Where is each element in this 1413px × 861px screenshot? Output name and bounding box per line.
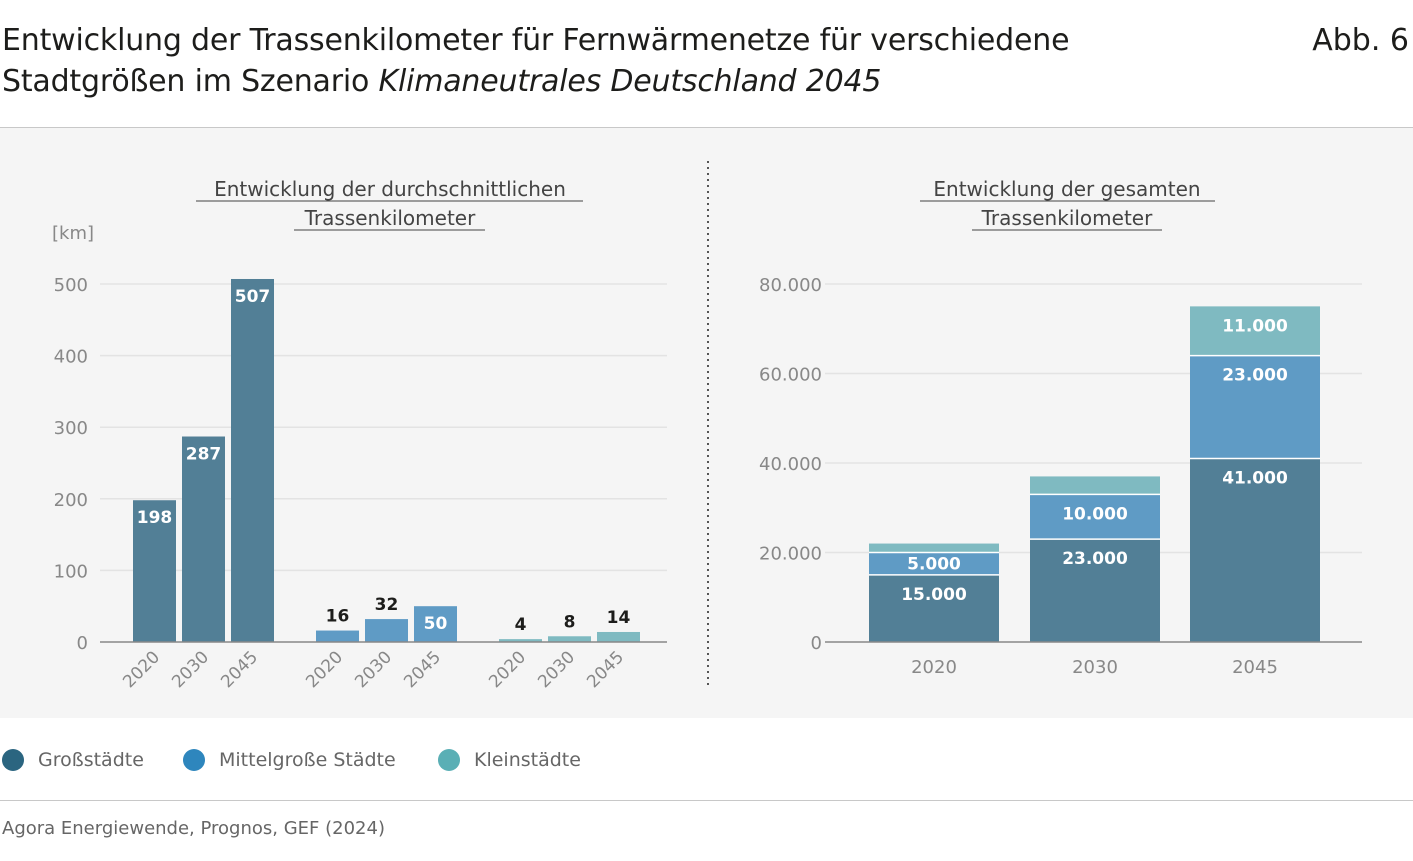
legend-label-grossstaedte: Großstädte xyxy=(38,749,144,771)
chart1-x-tick-label: 2020 xyxy=(485,647,530,692)
chart1-bar xyxy=(133,500,176,642)
chart1-bar xyxy=(499,639,542,642)
chart2-segment-value-label: 15.000 xyxy=(901,585,967,605)
chart1-bar-value-label: 287 xyxy=(186,445,222,465)
chart1-x-tick-label: 2030 xyxy=(168,647,213,692)
chart1-bar-value-label: 14 xyxy=(607,608,631,628)
title-line-2-italic: Klimaneutrales Deutschland 2045 xyxy=(378,64,882,99)
source-note: Agora Energiewende, Prognos, GEF (2024) xyxy=(2,818,385,839)
legend-dot-kleinstaedte xyxy=(438,749,460,771)
chart2-segment-value-label: 23.000 xyxy=(1062,549,1128,569)
chart2-segment-value-label: 23.000 xyxy=(1222,366,1288,386)
chart1-bar-value-label: 4 xyxy=(515,615,527,635)
chart1-x-tick-label: 2045 xyxy=(583,647,628,692)
chart1-bar-value-label: 32 xyxy=(375,595,399,615)
chart1-y-tick-label: 300 xyxy=(54,418,88,439)
chart2-bar-segment xyxy=(869,543,999,553)
chart2-segment-value-label: 41.000 xyxy=(1222,469,1288,489)
chart1-x-tick-label: 2030 xyxy=(534,647,579,692)
chart1-y-unit: [km] xyxy=(52,223,94,244)
header: Entwicklung der Trassenkilometer für Fer… xyxy=(0,0,1413,128)
chart1-bar-value-label: 198 xyxy=(137,508,173,528)
chart2-bar-segment xyxy=(1030,494,1160,540)
chart2-bar-segment xyxy=(1190,355,1320,459)
chart2-segment-value-label: 10.000 xyxy=(1062,504,1128,524)
legend-label-mittelgrosse: Mittelgroße Städte xyxy=(219,749,396,771)
chart2-x-tick-label: 2030 xyxy=(1072,657,1118,678)
chart2-title-line2: Trassenkilometer xyxy=(981,206,1153,230)
chart1-y-tick-label: 500 xyxy=(54,275,88,296)
title-line-1: Entwicklung der Trassenkilometer für Fer… xyxy=(2,23,1070,58)
chart1-bar-value-label: 507 xyxy=(235,287,271,307)
chart2-bar-segment xyxy=(1030,476,1160,495)
legend-item-grossstaedte: Großstädte xyxy=(2,740,144,780)
chart1-bar xyxy=(316,630,359,642)
legend: Großstädte Mittelgroße Städte Kleinstädt… xyxy=(0,740,1413,780)
chart1-title-line2: Trassenkilometer xyxy=(304,206,476,230)
chart2-y-tick-label: 0 xyxy=(811,633,822,654)
chart1-y-tick-label: 100 xyxy=(54,561,88,582)
chart1-y-tick-label: 0 xyxy=(77,633,88,654)
chart1-x-tick-label: 2030 xyxy=(351,647,396,692)
bottom-divider xyxy=(0,800,1413,801)
chart1-bar-value-label: 16 xyxy=(326,607,350,627)
chart1-bar xyxy=(365,619,408,642)
chart-panel: Entwicklung der durchschnittlichen Trasse… xyxy=(0,128,1413,718)
chart1-bar xyxy=(182,436,225,642)
chart1-bar xyxy=(231,278,274,642)
chart2-bar-segment xyxy=(1190,458,1320,642)
title-line-2: Stadtgrößen im Szenario Klimaneutrales D… xyxy=(2,61,1152,102)
chart1-bar-value-label: 8 xyxy=(564,612,576,632)
chart1-title-line1: Entwicklung der durchschnittlichen xyxy=(214,177,566,201)
top-divider xyxy=(0,127,1413,128)
figure-label: Abb. 6 xyxy=(1312,23,1409,58)
chart1-bar xyxy=(414,606,457,642)
chart1-bar-value-label: 50 xyxy=(424,614,448,634)
chart2-bar-segment xyxy=(1190,306,1320,356)
chart2-y-tick-label: 80.000 xyxy=(759,275,822,296)
chart2-bar-segment xyxy=(869,574,999,642)
chart2-x-tick-label: 2020 xyxy=(911,657,957,678)
chart2-x-tick-label: 2045 xyxy=(1232,657,1278,678)
legend-item-kleinstaedte: Kleinstädte xyxy=(438,740,581,780)
legend-dot-mittelgrosse xyxy=(183,749,205,771)
chart1-bar xyxy=(548,636,591,642)
charts-svg: Entwicklung der durchschnittlichen Trasse… xyxy=(52,161,1362,692)
chart1-bar xyxy=(597,631,640,642)
chart2-bar-segment xyxy=(869,552,999,575)
chart1-x-tick-label: 2045 xyxy=(400,647,445,692)
chart1-y-tick-label: 200 xyxy=(54,490,88,511)
chart2-bar-segment xyxy=(1030,539,1160,642)
chart2-y-tick-label: 40.000 xyxy=(759,454,822,475)
chart2-y-tick-label: 60.000 xyxy=(759,365,822,386)
chart2-y-tick-label: 20.000 xyxy=(759,544,822,565)
chart1-x-tick-label: 2045 xyxy=(217,647,262,692)
chart2-title-line1: Entwicklung der gesamten xyxy=(933,177,1200,201)
chart1-y-tick-label: 400 xyxy=(54,347,88,368)
chart2-segment-value-label: 5.000 xyxy=(907,555,961,575)
chart1-x-tick-label: 2020 xyxy=(302,647,347,692)
figure-title: Entwicklung der Trassenkilometer für Fer… xyxy=(2,20,1152,102)
chart1-x-tick-label: 2020 xyxy=(119,647,164,692)
legend-dot-grossstaedte xyxy=(2,749,24,771)
title-line-2-plain: Stadtgrößen im Szenario xyxy=(2,64,379,99)
legend-label-kleinstaedte: Kleinstädte xyxy=(474,749,581,771)
chart2-segment-value-label: 11.000 xyxy=(1222,316,1288,336)
legend-item-mittelgrosse: Mittelgroße Städte xyxy=(183,740,396,780)
